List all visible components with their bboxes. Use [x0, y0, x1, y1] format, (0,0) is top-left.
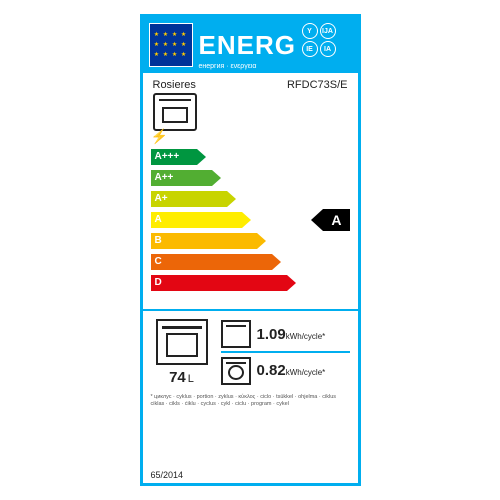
regulation-number: 65/2014 — [151, 470, 184, 480]
conventional-consumption: 1.09kWh/cycle* — [221, 320, 350, 348]
efficiency-scale: A+++A++A+ABCDA — [151, 149, 350, 295]
lang-code: IA — [320, 41, 336, 57]
brand: Rosieres — [153, 79, 196, 91]
fan-icon — [221, 357, 251, 385]
class-bar-Aplusplus: A++ — [151, 170, 221, 186]
plug-icon: ⚡ — [151, 128, 168, 145]
energy-subtitle: енергия · ενεργεια — [199, 63, 257, 70]
oven-plug-icon: ⚡ — [153, 93, 197, 139]
class-bar-Aplusplusplus: A+++ — [151, 149, 206, 165]
eu-flag-icon — [149, 23, 193, 67]
conventional-icon — [221, 320, 251, 348]
brand-model-row: Rosieres RFDC73S/E — [143, 73, 358, 93]
model: RFDC73S/E — [287, 79, 348, 91]
rating-arrow: A — [311, 209, 349, 231]
volume-block: 74L — [151, 319, 213, 386]
volume-value: 74L — [151, 369, 213, 386]
class-bar-A: A — [151, 212, 251, 228]
cycle-footnote: * циклус · cyklus · portion · zyklus · κ… — [143, 392, 358, 410]
specs-row: 74L 1.09kWh/cycle* 0.82kWh/cycle* — [143, 311, 358, 392]
cavity-icon — [156, 319, 208, 365]
energy-label: ENERG енергия · ενεργεια Y IJA IE IA Ros… — [140, 14, 361, 486]
lang-code: IJA — [320, 23, 336, 39]
energy-title: ENERG — [199, 30, 296, 61]
lang-code: Y — [302, 23, 318, 39]
header: ENERG енергия · ενεργεια Y IJA IE IA — [143, 17, 358, 73]
class-bar-Aplus: A+ — [151, 191, 236, 207]
class-bar-B: B — [151, 233, 266, 249]
fan-consumption: 0.82kWh/cycle* — [221, 351, 350, 385]
lang-code: IE — [302, 41, 318, 57]
language-suffix-circles: Y IJA IE IA — [302, 23, 354, 57]
class-bar-D: D — [151, 275, 296, 291]
class-bar-C: C — [151, 254, 281, 270]
